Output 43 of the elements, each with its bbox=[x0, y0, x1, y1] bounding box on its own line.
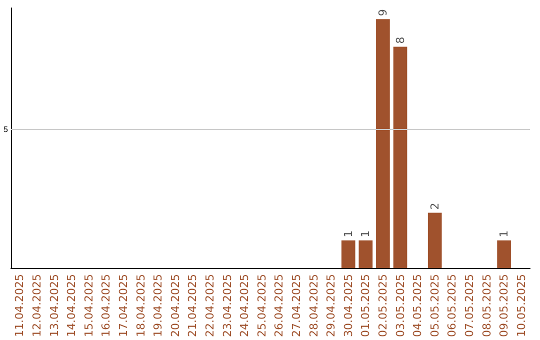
x-tick-label: 16.04.2025 bbox=[100, 274, 113, 338]
x-tick-label: 15.04.2025 bbox=[82, 274, 96, 338]
x-tick-label: 19.04.2025 bbox=[152, 274, 165, 338]
data-label: 1 bbox=[342, 230, 355, 238]
x-tick-label: 11.04.2025 bbox=[13, 274, 26, 338]
x-tick-label: 24.04.2025 bbox=[238, 274, 252, 338]
x-tick-label: 05.05.2025 bbox=[428, 274, 442, 338]
x-tick-label: 01.05.2025 bbox=[359, 274, 372, 338]
bar bbox=[341, 240, 356, 268]
bar bbox=[376, 19, 390, 268]
x-tick-label: 13.04.2025 bbox=[48, 274, 61, 338]
x-tick-label: 28.04.2025 bbox=[307, 274, 320, 338]
x-tick-label: 22.04.2025 bbox=[203, 274, 216, 338]
x-tick-label: 04.05.2025 bbox=[411, 274, 424, 338]
bar bbox=[393, 46, 408, 268]
x-tick-label: 29.04.2025 bbox=[324, 274, 338, 338]
x-tick-label: 21.04.2025 bbox=[186, 274, 200, 338]
x-tick-label: 08.05.2025 bbox=[480, 274, 494, 338]
x-tick-label: 12.04.2025 bbox=[30, 274, 44, 338]
x-tick-label: 03.05.2025 bbox=[394, 274, 407, 338]
x-tick-label: 10.05.2025 bbox=[514, 274, 528, 338]
bar bbox=[358, 240, 373, 268]
data-label: 1 bbox=[498, 230, 511, 238]
x-tick-label: 07.05.2025 bbox=[462, 274, 476, 338]
bar bbox=[497, 240, 511, 268]
ref-line-label: 5 bbox=[4, 125, 9, 134]
data-label: 2 bbox=[428, 202, 442, 210]
x-tick-label: 18.04.2025 bbox=[134, 274, 148, 338]
data-label: 1 bbox=[359, 230, 372, 238]
x-tick-label: 30.04.2025 bbox=[342, 274, 355, 338]
x-tick-label: 17.04.2025 bbox=[116, 274, 130, 338]
x-tick-label: 27.04.2025 bbox=[290, 274, 303, 338]
x-tick-label: 09.05.2025 bbox=[498, 274, 511, 338]
x-tick-label: 26.04.2025 bbox=[272, 274, 286, 338]
x-tick-label: 23.04.2025 bbox=[220, 274, 234, 338]
x-tick-label: 14.04.2025 bbox=[65, 274, 78, 338]
bar bbox=[428, 212, 442, 268]
data-label: 8 bbox=[394, 36, 407, 44]
x-tick-label: 06.05.2025 bbox=[446, 274, 459, 338]
x-tick-label: 25.04.2025 bbox=[255, 274, 268, 338]
data-label: 9 bbox=[376, 9, 390, 16]
x-tick-label: 20.04.2025 bbox=[168, 274, 182, 338]
x-tick-label: 02.05.2025 bbox=[376, 274, 390, 338]
